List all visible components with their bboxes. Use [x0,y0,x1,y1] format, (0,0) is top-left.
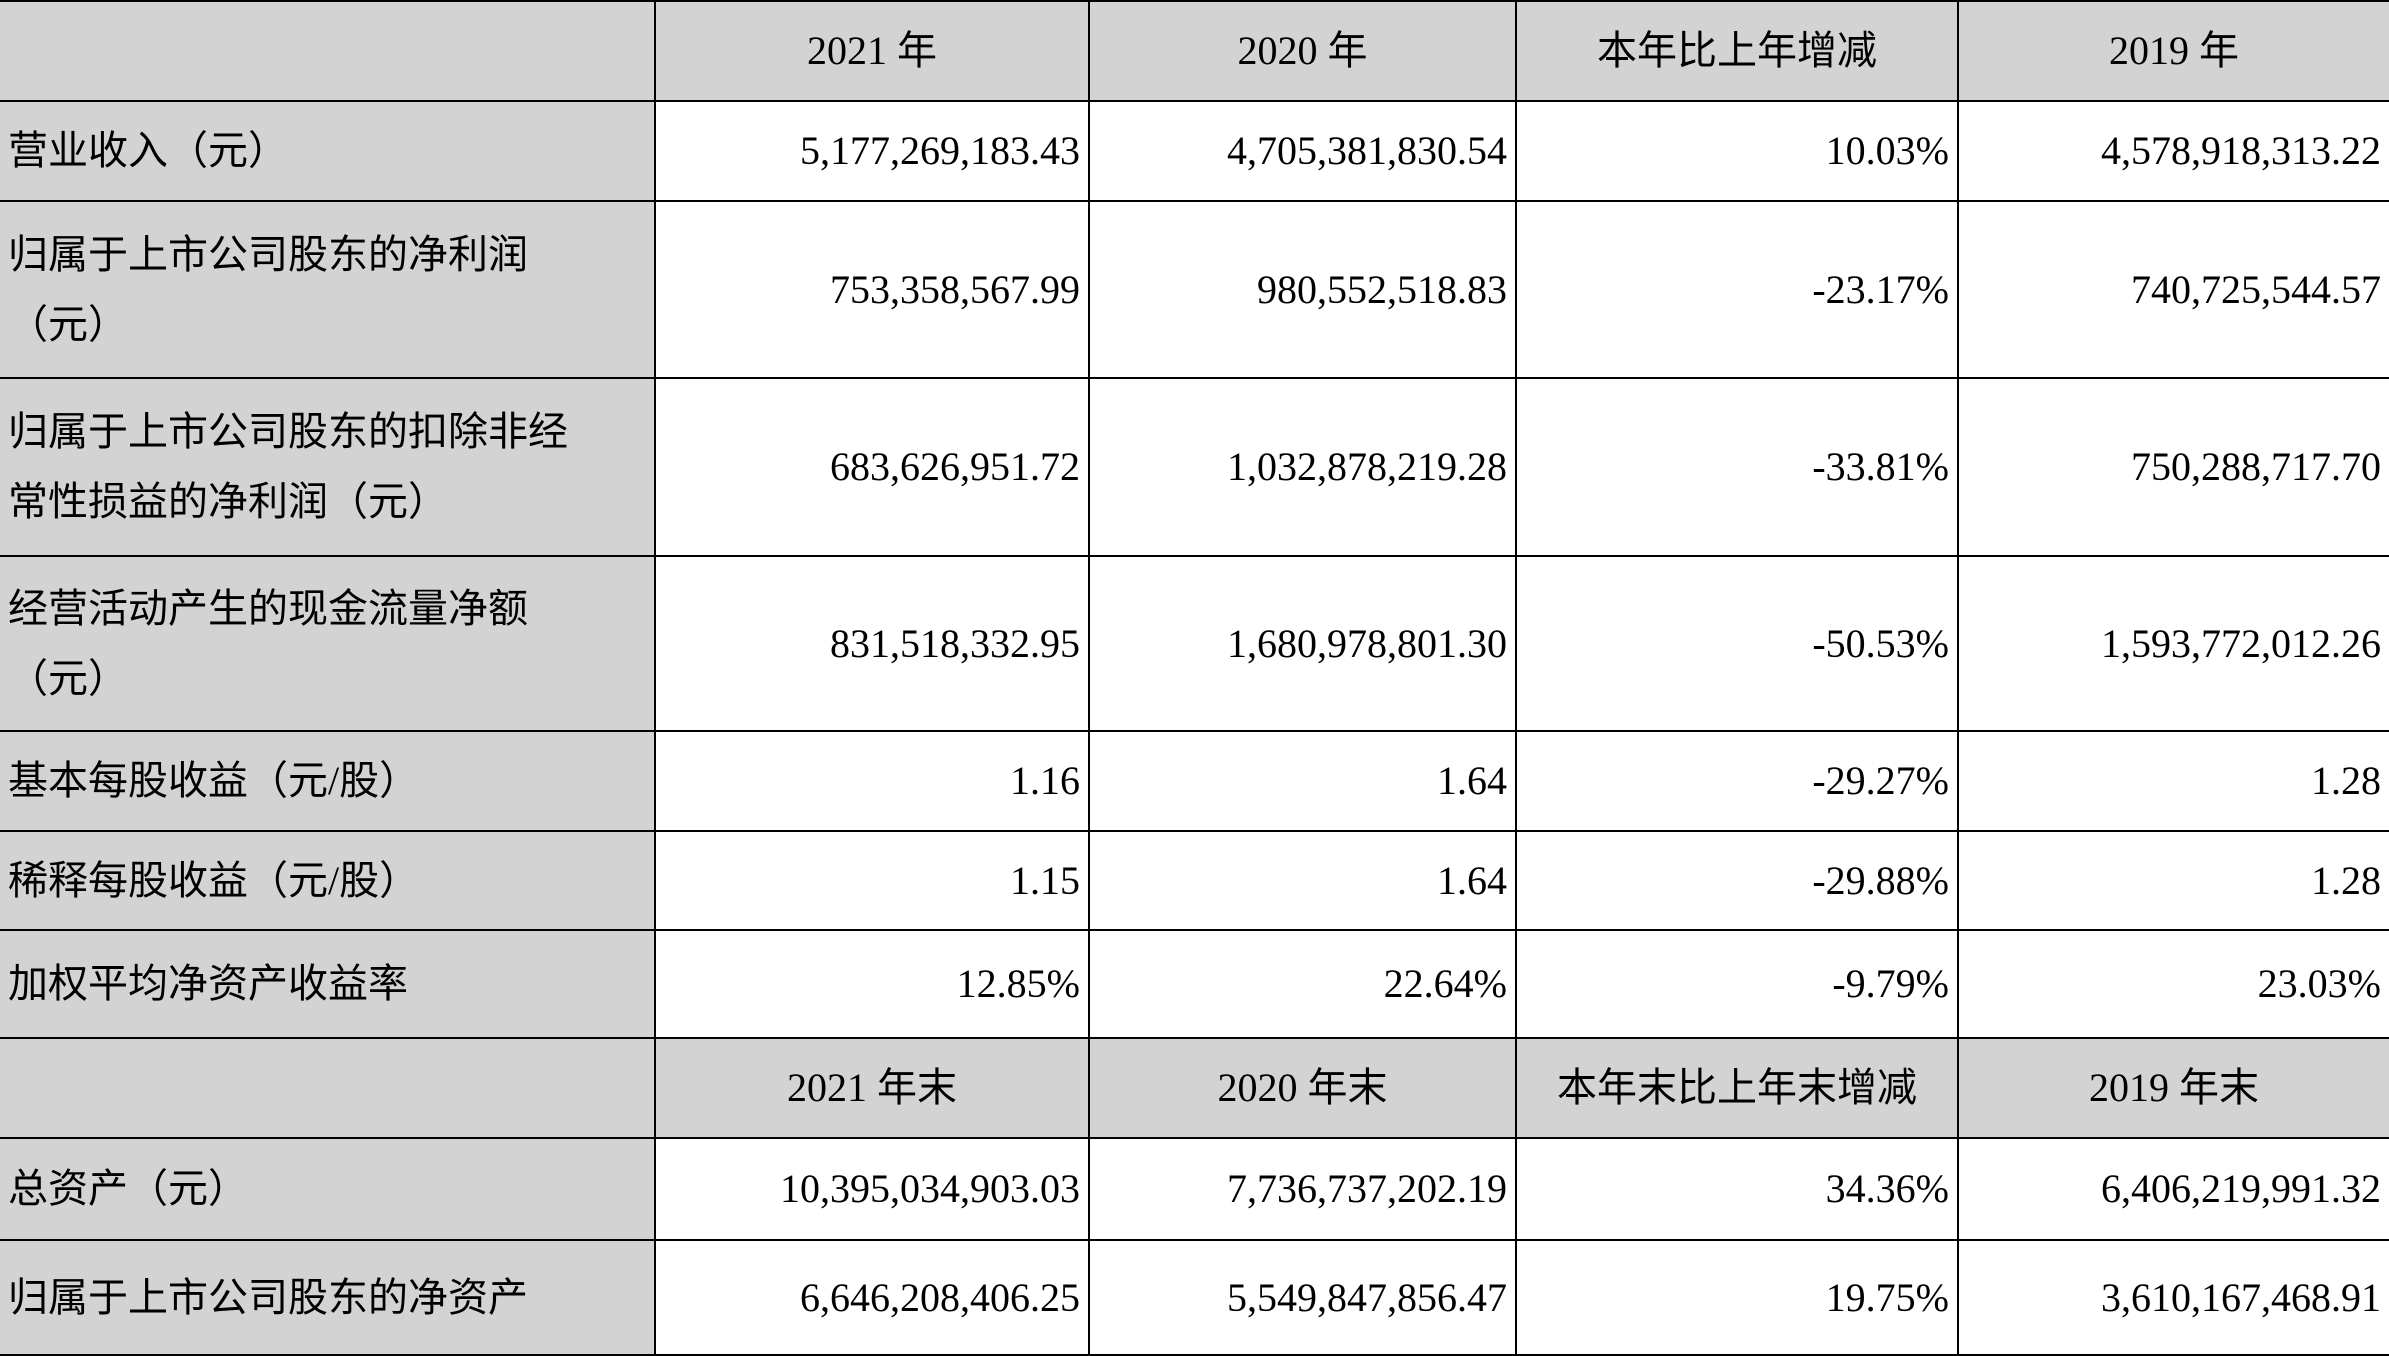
change-cell: -29.88% [1515,830,1959,931]
change-cell: -50.53% [1515,555,1959,732]
col-header-2020-end: 2020 年末 [1088,1037,1517,1139]
value-cell: 1.64 [1088,730,1517,832]
table-header-row-year-end: 2021 年末 2020 年末 本年末比上年末增减 2019 年末 [0,1037,2389,1139]
row-label: 营业收入（元） [0,100,656,202]
value-cell: 22.64% [1088,929,1517,1039]
value-cell: 6,406,219,991.32 [1957,1137,2389,1241]
table-row-diluted-eps: 稀释每股收益（元/股） 1.15 1.64 -29.88% 1.28 [0,830,2389,931]
change-cell: 34.36% [1515,1137,1959,1241]
value-cell: 3,610,167,468.91 [1957,1239,2389,1356]
value-cell: 4,578,918,313.22 [1957,100,2389,202]
col-header-2021-end: 2021 年末 [654,1037,1090,1139]
col-header-2021: 2021 年 [654,0,1090,102]
table-row-net-profit-excl-nonrecurring: 归属于上市公司股东的扣除非经常性损益的净利润（元） 683,626,951.72… [0,377,2389,557]
change-cell: -9.79% [1515,929,1959,1039]
value-cell: 10,395,034,903.03 [654,1137,1090,1241]
table-row-operating-cash-flow: 经营活动产生的现金流量净额（元） 831,518,332.95 1,680,97… [0,555,2389,732]
value-cell: 1.16 [654,730,1090,832]
table-row-basic-eps: 基本每股收益（元/股） 1.16 1.64 -29.27% 1.28 [0,730,2389,832]
row-label: 归属于上市公司股东的扣除非经常性损益的净利润（元） [0,377,656,557]
col-header-2020: 2020 年 [1088,0,1517,102]
col-header-year-end-change: 本年末比上年末增减 [1515,1037,1959,1139]
value-cell: 1,032,878,219.28 [1088,377,1517,557]
row-label: 加权平均净资产收益率 [0,929,656,1039]
value-cell: 12.85% [654,929,1090,1039]
value-cell: 23.03% [1957,929,2389,1039]
col-header-2019-end: 2019 年末 [1957,1037,2389,1139]
change-cell: -23.17% [1515,200,1959,379]
corner-cell [0,1037,656,1139]
value-cell: 1.28 [1957,830,2389,931]
change-cell: 19.75% [1515,1239,1959,1356]
row-label: 归属于上市公司股东的净资产 [0,1239,656,1356]
value-cell: 7,736,737,202.19 [1088,1137,1517,1241]
change-cell: -33.81% [1515,377,1959,557]
value-cell: 753,358,567.99 [654,200,1090,379]
table-row-weighted-avg-roe: 加权平均净资产收益率 12.85% 22.64% -9.79% 23.03% [0,929,2389,1039]
table-row-revenue: 营业收入（元） 5,177,269,183.43 4,705,381,830.5… [0,100,2389,202]
value-cell: 1.64 [1088,830,1517,931]
row-label: 归属于上市公司股东的净利润（元） [0,200,656,379]
value-cell: 980,552,518.83 [1088,200,1517,379]
col-header-yoy-change: 本年比上年增减 [1515,0,1959,102]
value-cell: 1.28 [1957,730,2389,832]
row-label: 基本每股收益（元/股） [0,730,656,832]
value-cell: 750,288,717.70 [1957,377,2389,557]
table-header-row-annual: 2021 年 2020 年 本年比上年增减 2019 年 [0,0,2389,102]
row-label: 稀释每股收益（元/股） [0,830,656,931]
value-cell: 1.15 [654,830,1090,931]
row-label: 总资产（元） [0,1137,656,1241]
change-cell: -29.27% [1515,730,1959,832]
table-row-net-assets: 归属于上市公司股东的净资产 6,646,208,406.25 5,549,847… [0,1239,2389,1356]
value-cell: 740,725,544.57 [1957,200,2389,379]
row-label: 经营活动产生的现金流量净额（元） [0,555,656,732]
value-cell: 5,177,269,183.43 [654,100,1090,202]
value-cell: 4,705,381,830.54 [1088,100,1517,202]
change-cell: 10.03% [1515,100,1959,202]
corner-cell [0,0,656,102]
col-header-2019: 2019 年 [1957,0,2389,102]
value-cell: 5,549,847,856.47 [1088,1239,1517,1356]
value-cell: 1,680,978,801.30 [1088,555,1517,732]
table-row-total-assets: 总资产（元） 10,395,034,903.03 7,736,737,202.1… [0,1137,2389,1241]
value-cell: 831,518,332.95 [654,555,1090,732]
value-cell: 683,626,951.72 [654,377,1090,557]
value-cell: 6,646,208,406.25 [654,1239,1090,1356]
table-row-net-profit: 归属于上市公司股东的净利润（元） 753,358,567.99 980,552,… [0,200,2389,379]
value-cell: 1,593,772,012.26 [1957,555,2389,732]
